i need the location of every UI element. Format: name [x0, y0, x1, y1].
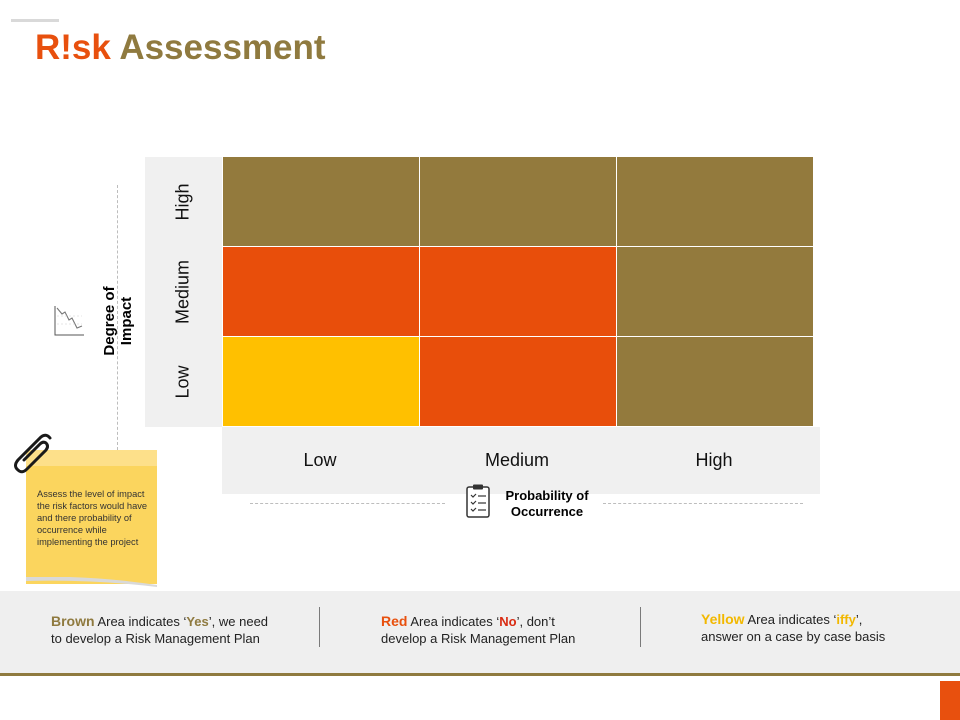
risk-matrix: High Medium Low Low Medium High [145, 157, 820, 494]
corner-accent [940, 681, 960, 720]
cell-medium-low [223, 247, 419, 336]
page-title: R!sk Assessment [35, 28, 326, 68]
legend-red-val: No [499, 614, 517, 629]
legend-yellow-pre: Area indicates ‘ [744, 612, 837, 627]
legend-red-key: Red [381, 613, 408, 629]
y-axis-title-line1: Degree of [101, 286, 118, 356]
legend-bottom-rule [0, 673, 960, 676]
line-chart-icon [54, 306, 84, 336]
legend-separator [640, 607, 641, 647]
legend-yellow-line2: answer on a case by case basis [701, 629, 886, 644]
cell-medium-high [617, 247, 813, 336]
cell-low-high [617, 337, 813, 426]
legend-red-line2: develop a Risk Management Plan [381, 631, 576, 646]
cell-high-high [617, 157, 813, 246]
legend-red-post: ’, don’t [516, 614, 555, 629]
y-axis-dashed-line [117, 185, 118, 450]
top-rule [11, 19, 59, 22]
legend-bar: Brown Area indicates ‘Yes’, we need to d… [0, 591, 960, 673]
x-label-high: High [695, 450, 733, 470]
x-axis-dashed-line-left [250, 503, 445, 504]
legend-red: Red Area indicates ‘No’, don’t develop a… [381, 613, 575, 647]
legend-brown-val: Yes [186, 614, 209, 629]
cell-medium-medium [420, 247, 616, 336]
x-axis-title: Probability of Occurrence [497, 488, 597, 520]
y-label-low-text: Low [172, 365, 193, 399]
legend-separator [319, 607, 320, 647]
title-part2: Assessment [119, 28, 326, 67]
sticky-note-band [26, 450, 157, 466]
legend-yellow-post: ’, [855, 612, 863, 627]
y-axis-labels: High Medium Low [145, 157, 222, 427]
legend-red-pre: Area indicates ‘ [407, 614, 500, 629]
legend-brown-key: Brown [51, 613, 95, 629]
x-axis-title-line2: Occurrence [510, 504, 584, 519]
sticky-note-text: Assess the level of impact the risk fact… [37, 489, 148, 547]
y-label-low: Low [145, 337, 222, 427]
x-axis-dashed-line-right [603, 503, 803, 504]
x-axis-title-line1: Probability of [505, 488, 589, 503]
clipboard-checklist-icon [466, 484, 490, 518]
legend-brown-line2: to develop a Risk Management Plan [51, 631, 260, 646]
cell-high-low [223, 157, 419, 246]
title-part1: R!sk [35, 28, 111, 67]
legend-yellow-key: Yellow [701, 611, 745, 627]
x-label-medium: Medium [484, 450, 550, 470]
y-label-medium: Medium [145, 247, 222, 337]
cell-low-medium [420, 337, 616, 426]
legend-brown-pre: Area indicates ‘ [94, 614, 187, 629]
y-label-high: High [145, 157, 222, 247]
sticky-note-curl [26, 577, 157, 587]
y-axis-title: Degree of Impact [101, 286, 135, 355]
paperclip-icon [14, 433, 52, 474]
x-label-low: Low [303, 450, 337, 470]
cell-high-medium [420, 157, 616, 246]
y-label-high-text: High [172, 183, 193, 221]
x-axis-labels: Low Medium High [222, 427, 820, 494]
legend-brown-post: ’, we need [208, 614, 269, 629]
sticky-note: Assess the level of impact the risk fact… [26, 450, 157, 584]
cell-low-low [223, 337, 419, 426]
y-axis-title-line2: Impact [118, 296, 135, 346]
legend-yellow: Yellow Area indicates ‘iffy’, answer on … [701, 611, 885, 645]
legend-brown: Brown Area indicates ‘Yes’, we need to d… [51, 613, 268, 647]
legend-yellow-val: iffy [836, 612, 856, 627]
y-label-medium-text: Medium [172, 259, 193, 325]
